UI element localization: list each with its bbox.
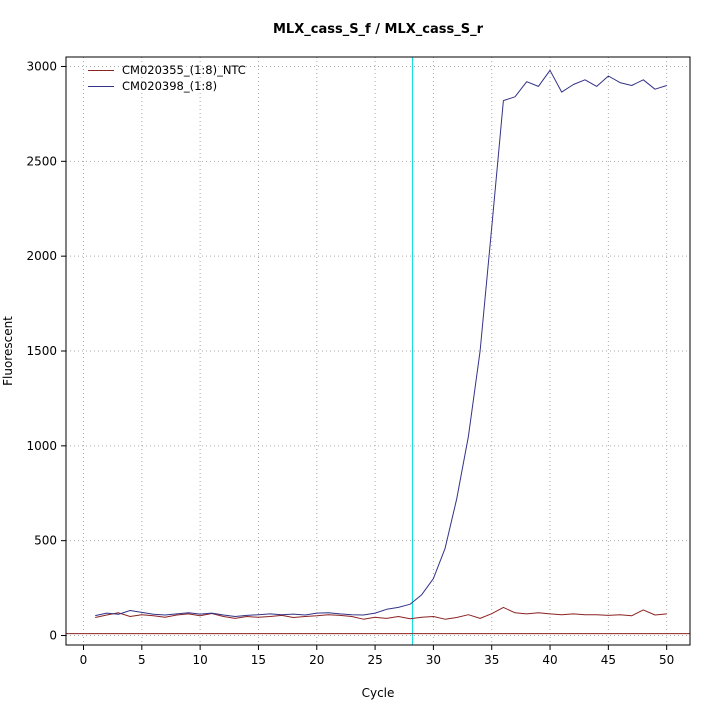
svg-text:50: 50 [659, 653, 674, 667]
svg-text:25: 25 [367, 653, 382, 667]
svg-text:40: 40 [542, 653, 557, 667]
svg-text:30: 30 [426, 653, 441, 667]
svg-text:1000: 1000 [26, 439, 57, 453]
legend-item-sample: CM020398_(1:8) [88, 79, 246, 93]
legend-label-ntc: CM020355_(1:8)_NTC [122, 63, 246, 77]
svg-text:20: 20 [309, 653, 324, 667]
legend-item-ntc: CM020355_(1:8)_NTC [88, 63, 246, 77]
chart-title: MLX_cass_S_f / MLX_cass_S_r [273, 22, 483, 37]
svg-text:45: 45 [601, 653, 616, 667]
svg-text:0: 0 [49, 629, 57, 643]
x-axis-label: Cycle [361, 686, 395, 700]
svg-text:5: 5 [138, 653, 146, 667]
legend-label-sample: CM020398_(1:8) [122, 79, 218, 93]
svg-text:1500: 1500 [26, 344, 57, 358]
svg-text:15: 15 [251, 653, 266, 667]
svg-text:35: 35 [484, 653, 499, 667]
svg-text:2000: 2000 [26, 249, 57, 263]
legend: CM020355_(1:8)_NTC CM020398_(1:8) [88, 63, 246, 93]
svg-text:500: 500 [34, 534, 57, 548]
svg-text:3000: 3000 [26, 59, 57, 73]
legend-line-red-icon [88, 69, 114, 71]
svg-text:2500: 2500 [26, 154, 57, 168]
svg-text:10: 10 [192, 653, 207, 667]
legend-line-blue-icon [88, 85, 114, 87]
svg-text:0: 0 [80, 653, 88, 667]
